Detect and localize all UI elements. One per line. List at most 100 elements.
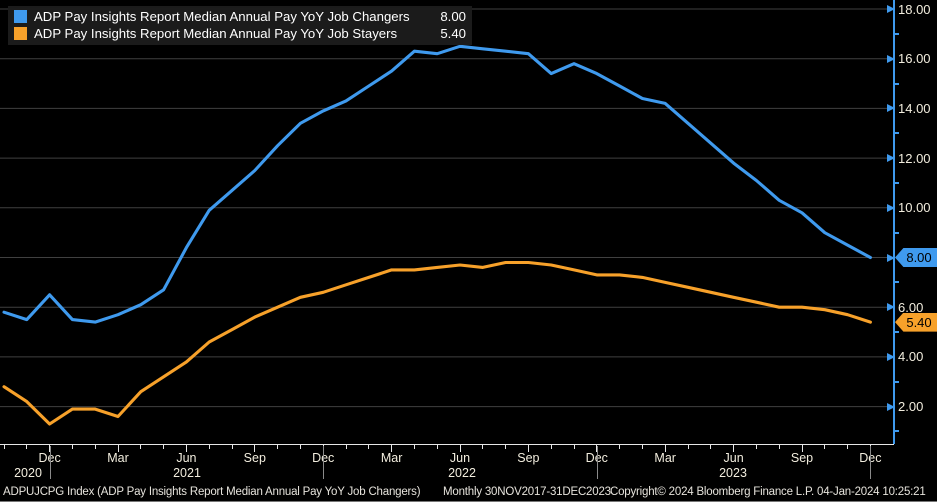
y-axis-tick-arrow bbox=[887, 303, 895, 312]
y-axis-tick-label: 14.00 bbox=[898, 100, 931, 116]
x-axis-tick bbox=[163, 445, 165, 449]
legend-value: 5.40 bbox=[440, 26, 466, 41]
y-axis-tick-label: 16.00 bbox=[898, 51, 931, 67]
y-axis-tick-arrow bbox=[887, 203, 895, 212]
x-axis-tick bbox=[413, 445, 415, 449]
x-axis-month-label: Jun bbox=[723, 451, 744, 465]
x-axis-tick bbox=[801, 445, 803, 452]
x-axis: DecMarJunSepDecMarJunSepDecMarJunSepDec2… bbox=[0, 444, 937, 482]
legend-row-job-stayers[interactable]: ADP Pay Insights Report Median Annual Pa… bbox=[14, 25, 466, 42]
y-axis-tick-arrow bbox=[887, 253, 895, 262]
y-axis-minor-tick bbox=[893, 231, 899, 234]
last-price-badge-job-changers: 8.00 bbox=[895, 248, 937, 267]
x-axis-tick bbox=[277, 445, 279, 449]
y-axis-minor-tick bbox=[893, 181, 899, 184]
x-axis-month-label: Mar bbox=[380, 451, 403, 465]
x-axis-tick bbox=[755, 445, 757, 449]
x-axis-month-label: Sep bbox=[517, 451, 540, 465]
x-axis-tick bbox=[824, 445, 826, 449]
x-axis-tick bbox=[459, 445, 461, 452]
y-axis-tick-label: 12.00 bbox=[898, 150, 931, 166]
x-axis-month-label: Sep bbox=[790, 451, 814, 465]
x-axis-tick bbox=[140, 445, 142, 449]
x-axis-tick bbox=[185, 445, 187, 452]
year-separator bbox=[870, 446, 872, 479]
y-axis-tick-label: 6.00 bbox=[898, 299, 924, 315]
x-axis-tick bbox=[299, 445, 301, 449]
x-axis-month-label: Jun bbox=[176, 451, 197, 465]
y-axis-minor-tick bbox=[893, 430, 899, 433]
legend-label: ADP Pay Insights Report Median Annual Pa… bbox=[34, 26, 398, 41]
x-axis-tick bbox=[641, 445, 643, 449]
x-axis-month-label: Jun bbox=[449, 451, 471, 465]
x-axis-month-label: Sep bbox=[243, 451, 266, 465]
x-axis-line bbox=[0, 444, 894, 445]
x-axis-year-label: 2021 bbox=[173, 466, 201, 480]
y-axis-minor-tick bbox=[893, 281, 899, 284]
legend-label: ADP Pay Insights Report Median Annual Pa… bbox=[34, 9, 410, 24]
status-bar: ADPUJCPG Index (ADP Pay Insights Report … bbox=[0, 483, 937, 502]
y-axis-tick-arrow bbox=[887, 5, 895, 13]
status-bar-text: Copyright© 2024 Bloomberg Finance L.P. bbox=[610, 486, 814, 498]
y-axis-tick-label: 2.00 bbox=[898, 399, 924, 415]
y-axis-minor-tick bbox=[893, 132, 899, 135]
y-axis-tick-arrow bbox=[887, 104, 895, 113]
x-axis-year-label: 2023 bbox=[719, 466, 747, 480]
x-axis-tick bbox=[619, 445, 621, 449]
legend-swatch-blue bbox=[14, 10, 27, 23]
legend-row-job-changers[interactable]: ADP Pay Insights Report Median Annual Pa… bbox=[14, 8, 466, 25]
x-axis-tick bbox=[208, 445, 210, 449]
y-axis-minor-tick bbox=[893, 82, 899, 85]
year-separator bbox=[323, 446, 325, 479]
status-bar-text: ADPUJCPG Index (ADP Pay Insights Report … bbox=[3, 486, 421, 498]
x-axis-tick bbox=[710, 445, 712, 449]
y-axis-tick-arrow bbox=[887, 402, 895, 411]
x-axis-tick bbox=[733, 445, 735, 452]
y-axis-minor-tick bbox=[893, 380, 899, 383]
x-axis-tick bbox=[436, 445, 438, 449]
status-bar-text: Monthly 30NOV2017-31DEC2023 bbox=[443, 486, 611, 498]
line-job-stayers bbox=[2, 260, 872, 426]
x-axis-tick bbox=[231, 445, 233, 449]
y-axis-minor-tick bbox=[893, 331, 899, 334]
chart-plot[interactable] bbox=[0, 0, 894, 444]
y-axis: 18.00 16.00 14.00 12.00 10.00 8.00 6.00 4.00 2.0… bbox=[880, 0, 937, 444]
status-bar-text: 04-Jan-2024 10:25:21 bbox=[817, 486, 926, 498]
x-axis-tick bbox=[71, 445, 73, 449]
x-axis-tick bbox=[254, 445, 256, 452]
y-axis-tick-label: 4.00 bbox=[898, 349, 924, 365]
x-axis-tick bbox=[117, 445, 119, 452]
x-axis-tick bbox=[391, 445, 393, 452]
legend-swatch-orange bbox=[14, 27, 27, 40]
x-axis-tick bbox=[345, 445, 347, 449]
x-axis-tick bbox=[3, 445, 5, 449]
x-axis-tick bbox=[847, 445, 849, 449]
y-axis-minor-tick bbox=[893, 32, 899, 35]
x-axis-tick bbox=[527, 445, 529, 452]
x-axis-tick bbox=[573, 445, 575, 449]
line-job-changers bbox=[2, 44, 872, 324]
x-axis-year-label: 2022 bbox=[448, 466, 476, 480]
x-axis-tick bbox=[687, 445, 689, 449]
x-axis-tick bbox=[664, 445, 666, 452]
x-axis-tick bbox=[368, 445, 370, 449]
y-axis-tick-arrow bbox=[887, 352, 895, 361]
y-axis-tick-arrow bbox=[887, 154, 895, 163]
y-axis-tick-arrow bbox=[887, 54, 895, 63]
y-axis-tick-label: 18.00 bbox=[898, 1, 931, 17]
x-axis-tick bbox=[505, 445, 507, 449]
x-axis-tick bbox=[778, 445, 780, 449]
x-axis-year-label: 2020 bbox=[14, 466, 42, 480]
x-axis-month-label: Mar bbox=[654, 451, 676, 465]
x-axis-tick bbox=[550, 445, 552, 449]
year-separator bbox=[49, 446, 51, 479]
x-axis-month-label: Mar bbox=[107, 451, 129, 465]
x-axis-tick bbox=[482, 445, 484, 449]
y-axis-line bbox=[893, 0, 895, 444]
legend-value: 8.00 bbox=[440, 9, 466, 24]
x-axis-tick bbox=[94, 445, 96, 449]
y-axis-tick-label: 10.00 bbox=[898, 200, 931, 216]
chart-legend: ADP Pay Insights Report Median Annual Pa… bbox=[8, 6, 472, 45]
x-axis-tick bbox=[26, 445, 28, 449]
